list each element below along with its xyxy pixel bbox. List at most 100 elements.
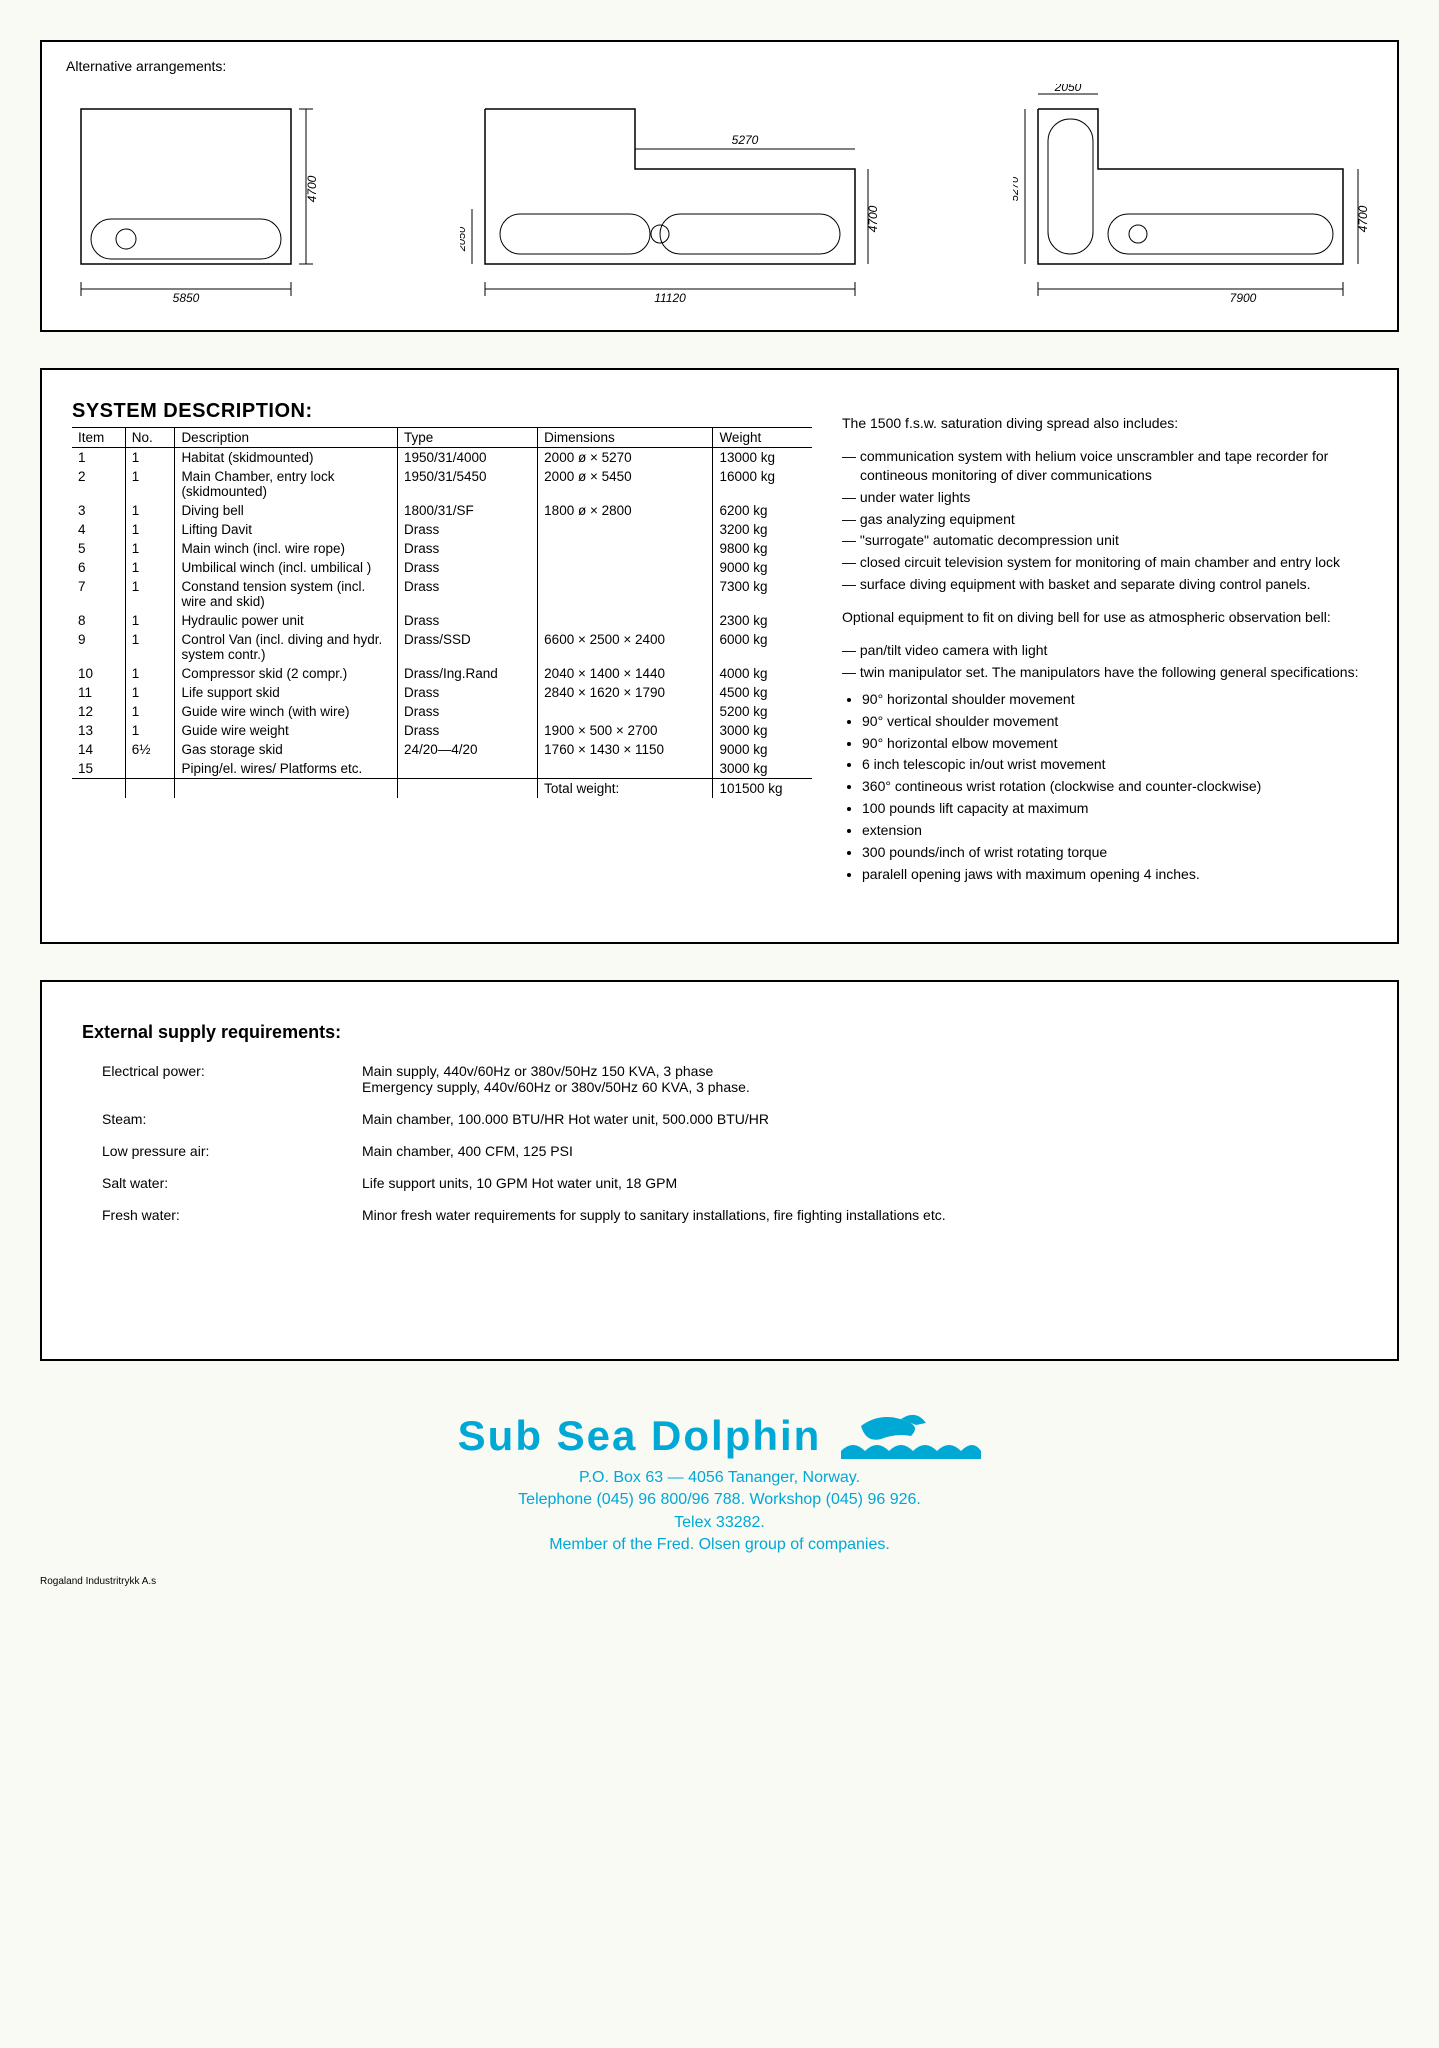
- cell-wt: 9000 kg: [713, 740, 812, 759]
- ext-label: Fresh water:: [82, 1207, 362, 1223]
- cell-type: Drass/Ing.Rand: [397, 664, 537, 683]
- cell-no: 1: [125, 467, 175, 501]
- cell-desc: Guide wire winch (with wire): [175, 702, 398, 721]
- ext-label: Salt water:: [82, 1175, 362, 1191]
- table-row: 41Lifting DavitDrass 3200 kg: [72, 520, 812, 539]
- list-item: surface diving equipment with basket and…: [842, 575, 1367, 594]
- svg-text:5850: 5850: [173, 291, 200, 305]
- cell-dim: [538, 558, 713, 577]
- spec-table: Item No. Description Type Dimensions Wei…: [72, 427, 812, 798]
- list-item: pan/tilt video camera with light: [842, 641, 1367, 660]
- cell-no: 1: [125, 611, 175, 630]
- table-row: 15 Piping/el. wires/ Platforms etc. 3000 k…: [72, 759, 812, 779]
- cell-wt: 3000 kg: [713, 759, 812, 779]
- cell-type: Drass/SSD: [397, 630, 537, 664]
- cell-item: 14: [72, 740, 125, 759]
- list-item: 300 pounds/inch of wrist rotating torque: [862, 843, 1367, 862]
- th-dim: Dimensions: [538, 428, 713, 448]
- cell-type: Drass: [397, 520, 537, 539]
- ext-row: Steam:Main chamber, 100.000 BTU/HR Hot w…: [82, 1111, 1357, 1127]
- cell-item: 15: [72, 759, 125, 779]
- total-value: 101500 kg: [713, 779, 812, 799]
- list-item: 100 pounds lift capacity at maximum: [862, 799, 1367, 818]
- cell-wt: 6200 kg: [713, 501, 812, 520]
- cell-dim: 2040 × 1400 × 1440: [538, 664, 713, 683]
- cell-desc: Main winch (incl. wire rope): [175, 539, 398, 558]
- cell-wt: 7300 kg: [713, 577, 812, 611]
- cell-dim: [538, 611, 713, 630]
- footer: Sub Sea Dolphin P.O. Box 63 — 4056 Tanan…: [40, 1411, 1399, 1557]
- cell-desc: Diving bell: [175, 501, 398, 520]
- svg-text:5270: 5270: [1013, 176, 1021, 201]
- list-item: gas analyzing equipment: [842, 510, 1367, 529]
- cell-type: Drass: [397, 558, 537, 577]
- ext-label: Low pressure air:: [82, 1143, 362, 1159]
- list-item: 90° horizontal elbow movement: [862, 734, 1367, 753]
- cell-type: 1800/31/SF: [397, 501, 537, 520]
- table-row: 71Constand tension system (incl. wire an…: [72, 577, 812, 611]
- svg-text:4700: 4700: [305, 175, 319, 202]
- right-intro: The 1500 f.s.w. saturation diving spread…: [842, 414, 1367, 433]
- cell-type: Drass: [397, 683, 537, 702]
- ext-value: Minor fresh water requirements for suppl…: [362, 1207, 1357, 1223]
- cell-dim: 1900 × 500 × 2700: [538, 721, 713, 740]
- cell-type: 1950/31/4000: [397, 448, 537, 468]
- cell-desc: Umbilical winch (incl. umbilical ): [175, 558, 398, 577]
- cell-wt: 3000 kg: [713, 721, 812, 740]
- cell-dim: 1800 ø × 2800: [538, 501, 713, 520]
- ext-value: Main chamber, 400 CFM, 125 PSI: [362, 1143, 1357, 1159]
- table-row: 131Guide wire weightDrass1900 × 500 × 27…: [72, 721, 812, 740]
- cell-wt: 4000 kg: [713, 664, 812, 683]
- table-row: 31Diving bell1800/31/SF1800 ø × 28006200…: [72, 501, 812, 520]
- table-row: 81Hydraulic power unitDrass2300 kg: [72, 611, 812, 630]
- cell-no: 1: [125, 558, 175, 577]
- system-description-title: SYSTEM DESCRIPTION:: [72, 400, 812, 423]
- footer-contact: P.O. Box 63 — 4056 Tananger, Norway.Tele…: [40, 1467, 1399, 1557]
- cell-item: 4: [72, 520, 125, 539]
- cell-desc: Main Chamber, entry lock (skidmounted): [175, 467, 398, 501]
- cell-wt: 6000 kg: [713, 630, 812, 664]
- cell-no: 1: [125, 664, 175, 683]
- svg-text:5270: 5270: [731, 133, 758, 147]
- ext-row: Electrical power:Main supply, 440v/60Hz …: [82, 1063, 1357, 1095]
- cell-desc: Control Van (incl. diving and hydr. syst…: [175, 630, 398, 664]
- ext-row: Salt water:Life support units, 10 GPM Ho…: [82, 1175, 1357, 1191]
- diagrams-row: 5850 4700 5270 11120 4700 2050: [66, 84, 1373, 314]
- cell-no: 1: [125, 702, 175, 721]
- cell-dim: 1760 × 1430 × 1150: [538, 740, 713, 759]
- th-type: Type: [397, 428, 537, 448]
- th-wt: Weight: [713, 428, 812, 448]
- dolphin-logo-icon: [841, 1411, 981, 1461]
- list-item: extension: [862, 821, 1367, 840]
- cell-dim: [538, 539, 713, 558]
- list-item: closed circuit television system for mon…: [842, 553, 1367, 572]
- cell-desc: Lifting Davit: [175, 520, 398, 539]
- cell-desc: Constand tension system (incl. wire and …: [175, 577, 398, 611]
- cell-wt: 13000 kg: [713, 448, 812, 468]
- external-supply-title: External supply requirements:: [82, 1022, 1357, 1043]
- cell-no: 1: [125, 520, 175, 539]
- list-item: under water lights: [842, 488, 1367, 507]
- cell-item: 8: [72, 611, 125, 630]
- cell-wt: 3200 kg: [713, 520, 812, 539]
- cell-item: 10: [72, 664, 125, 683]
- cell-desc: Habitat (skidmounted): [175, 448, 398, 468]
- alternative-arrangements-box: Alternative arrangements: 5850 4700 5270: [40, 40, 1399, 332]
- table-row: 101Compressor skid (2 compr.)Drass/Ing.R…: [72, 664, 812, 683]
- cell-type: [397, 759, 537, 779]
- ext-label: Steam:: [82, 1111, 362, 1127]
- list-item: 6 inch telescopic in/out wrist movement: [862, 755, 1367, 774]
- cell-item: 1: [72, 448, 125, 468]
- list-item: 90° horizontal shoulder movement: [862, 690, 1367, 709]
- cell-dim: [538, 702, 713, 721]
- cell-no: 1: [125, 683, 175, 702]
- cell-type: Drass: [397, 702, 537, 721]
- cell-dim: [538, 759, 713, 779]
- cell-desc: Piping/el. wires/ Platforms etc.: [175, 759, 398, 779]
- cell-desc: Life support skid: [175, 683, 398, 702]
- table-row: 11Habitat (skidmounted)1950/31/40002000 …: [72, 448, 812, 468]
- cell-no: 1: [125, 721, 175, 740]
- list-item: 90° vertical shoulder movement: [862, 712, 1367, 731]
- list-item: twin manipulator set. The manipulators h…: [842, 663, 1367, 682]
- th-desc: Description: [175, 428, 398, 448]
